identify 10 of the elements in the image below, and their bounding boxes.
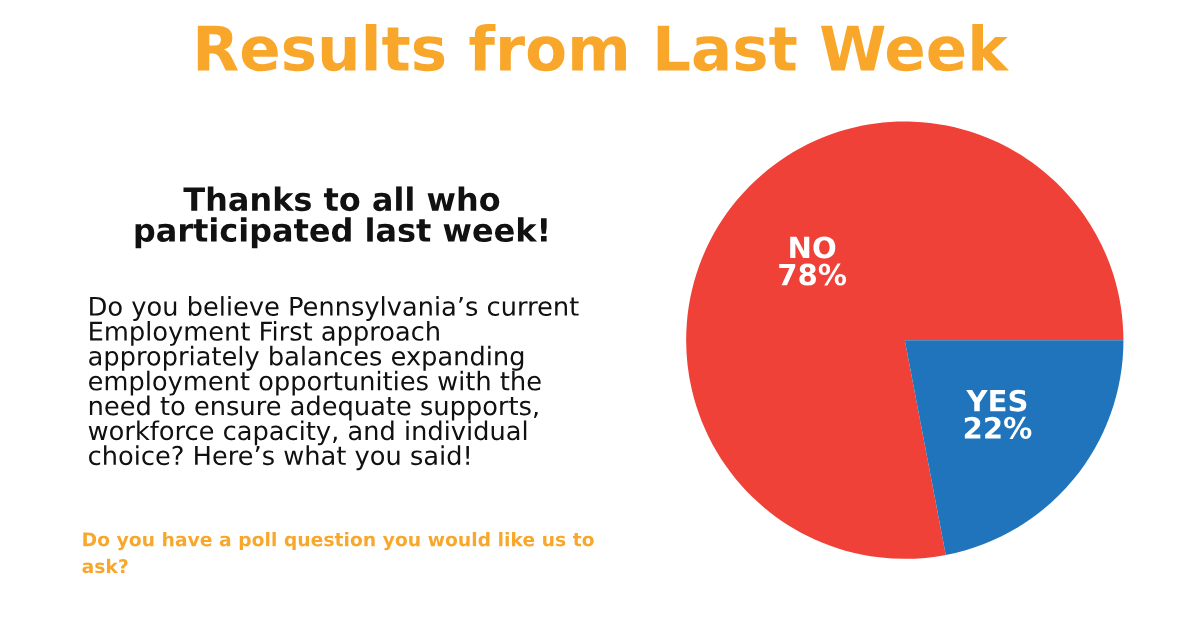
text: Do you believe Pennsylvania’s current Employment First approach appropriately balances expanding employment opportunities with the need to ensure adequate supports, workforce capacity, and individual choice? Here’s what you said! [88,296,579,471]
slice-label: NO [790,236,836,259]
text: Thanks to all who participated last week! [135,186,547,249]
text: Do you have a poll question you would like us to ask? [82,531,594,574]
data-label: 78% [779,263,847,286]
slice-label: YES [966,389,1027,412]
chart-title: Results from Last Week [197,23,1009,72]
pie-slice [686,121,1124,559]
pie-slice [904,340,1124,555]
data-label: 22% [964,416,1032,439]
